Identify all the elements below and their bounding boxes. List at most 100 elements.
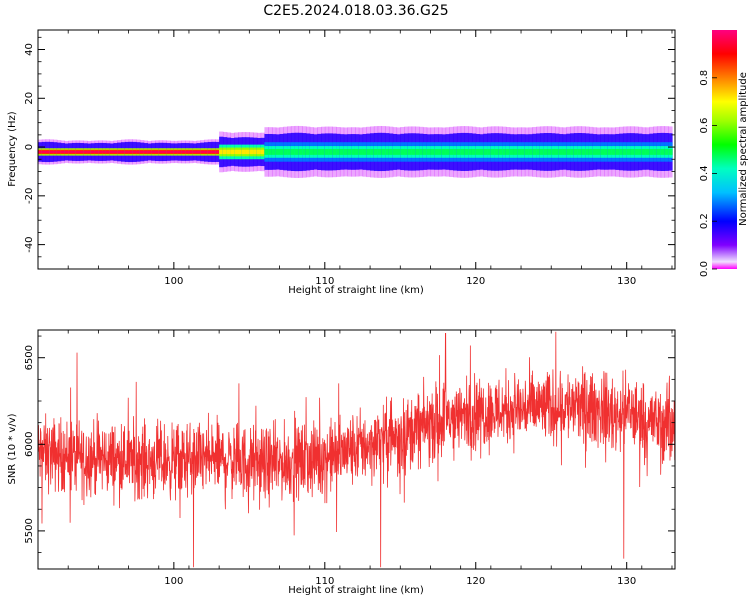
spectrogram-cell <box>626 149 632 155</box>
spectrogram-cell <box>147 150 152 154</box>
spectrogram-cell <box>298 149 303 155</box>
spectrogram-cell <box>607 149 613 155</box>
snr-x-axis: 100 110 120 130 <box>37 330 673 587</box>
spectrogram-cell <box>453 149 458 155</box>
spectrogram-cell <box>513 149 518 155</box>
spectrogram-cell <box>324 149 330 155</box>
spectrogram-cell <box>660 149 666 155</box>
spectrogram-cell <box>113 150 118 154</box>
x-tick-label: 120 <box>466 276 485 287</box>
spectrogram-cell <box>207 150 213 154</box>
spectrogram-cell <box>283 149 288 155</box>
spectrogram-cell <box>83 150 88 154</box>
spectrogram-cell <box>517 149 522 155</box>
x-tick-label: 100 <box>164 276 183 287</box>
spectrogram-cell <box>362 149 367 155</box>
spectrogram-cell <box>105 150 111 154</box>
spectrogram-cell <box>494 149 499 155</box>
spectrogram-cell <box>268 149 273 155</box>
spectrogram-cell <box>490 149 496 155</box>
spectrogram-cell <box>173 150 179 154</box>
spectrogram-cell <box>271 149 277 155</box>
x-tick-label: 130 <box>617 276 636 287</box>
spectrogram-cell <box>154 150 160 154</box>
spectrogram-cell <box>287 149 292 155</box>
spectrogram-cell <box>328 149 333 155</box>
spectrogram-cell <box>188 150 194 154</box>
spectrogram-cell <box>638 149 643 155</box>
spectrogram-cell <box>128 150 133 154</box>
spectrogram-cell <box>253 149 258 155</box>
spectrogram-cell <box>64 150 69 154</box>
spectrogram-cell <box>543 149 549 155</box>
spectrogram-cell <box>204 150 209 154</box>
spectrogram-cell <box>87 150 92 154</box>
spectrogram-cell <box>668 149 673 155</box>
spectrogram-cell <box>468 149 473 155</box>
spectrogram-cell <box>294 149 299 155</box>
colorbar-tick-label: 0.6 <box>699 118 710 134</box>
spectrogram-cell <box>219 149 224 155</box>
spectrogram-cell <box>622 149 628 155</box>
spectrogram-cell <box>551 149 556 155</box>
spectrogram-cell <box>479 149 484 155</box>
spectrogram-cell <box>611 149 616 155</box>
spectrogram-cell <box>521 149 526 155</box>
x-tick-label: 130 <box>617 576 636 587</box>
spectrogram-cell <box>475 149 481 155</box>
spectrogram-cell <box>381 149 386 155</box>
spectrogram-cell <box>426 149 432 155</box>
spectrogram-cell <box>585 149 590 155</box>
spectrogram-cell <box>238 149 243 155</box>
spectrogram-panel: 100 110 120 130 -40 -20 0 20 40 Height of strai… <box>7 29 676 296</box>
spectrogram-cell <box>45 150 50 154</box>
colorbar-tick-label: 0.2 <box>699 213 710 229</box>
spectrogram-cell <box>370 149 375 155</box>
spectrogram-cell <box>411 149 416 155</box>
spectrogram-cell <box>336 149 341 155</box>
y-tick-label: 40 <box>24 43 35 56</box>
spectrogram-cell <box>430 149 435 155</box>
spectrogram-cell <box>524 149 530 155</box>
spectrogram-cell <box>185 150 190 154</box>
spectrogram-cell <box>321 149 326 155</box>
spectrogram-cell <box>132 150 137 154</box>
spectrogram-cell <box>309 149 315 155</box>
spectrogram-cell <box>56 150 62 154</box>
spectrogram-cell <box>464 149 469 155</box>
spectrogram-cell <box>158 150 164 154</box>
spectrogram-cell <box>305 149 311 155</box>
spectrogram-cell <box>162 150 167 154</box>
spectrogram-cell <box>536 149 541 155</box>
spectrogram-cell <box>483 149 488 155</box>
spectrogram-cell <box>79 150 84 154</box>
spectrogram-cell <box>226 149 232 155</box>
spectrogram-cell <box>419 149 424 155</box>
spectrogram-cell <box>630 149 635 155</box>
spectrogram-cell <box>317 149 322 155</box>
figure-title: C2E5.2024.018.03.36.G25 <box>263 3 448 19</box>
spectrogram-cell <box>68 150 73 154</box>
y-tick-label: -20 <box>24 188 35 204</box>
spectrogram-cell <box>558 149 564 155</box>
spectrogram-cell <box>438 149 443 155</box>
spectrogram-cell <box>449 149 454 155</box>
spectrogram-cell <box>249 149 254 155</box>
spectrogram-cell <box>290 149 296 155</box>
x-tick-label: 120 <box>466 576 485 587</box>
spectrogram-cell <box>139 150 145 154</box>
y-tick-label: 20 <box>24 92 35 105</box>
spectrogram-cell <box>313 149 318 155</box>
spectrogram-cell <box>94 150 99 154</box>
spectrogram-cell <box>215 150 220 154</box>
spectrogram-cell <box>664 149 669 155</box>
spectrogram-cell <box>392 149 398 155</box>
spectrogram-cell <box>366 149 371 155</box>
spectrogram-cell <box>404 149 409 155</box>
spectrogram-cell <box>653 149 658 155</box>
spectrogram-cell <box>645 149 650 155</box>
spectrogram-cell <box>377 149 383 155</box>
spectrogram-cell <box>351 149 356 155</box>
spectrogram-cell <box>151 150 156 154</box>
x-tick-label: 100 <box>164 576 183 587</box>
